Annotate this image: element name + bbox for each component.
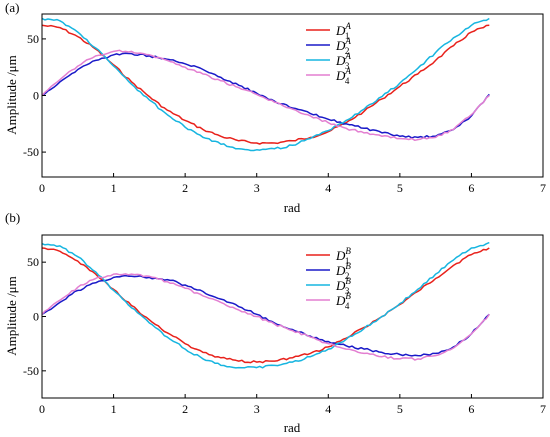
legend-label-D4B: DB 4 (335, 291, 351, 311)
x-tick-label: 2 (182, 181, 188, 195)
x-tick-label: 5 (397, 181, 403, 195)
x-tick-label: 3 (254, 181, 260, 195)
x-tick-label: 1 (111, 181, 117, 195)
legend: DB 1DB 2DB 3DB 4 (306, 246, 351, 311)
x-tick-label: 2 (182, 402, 188, 416)
series-line-D3B (41, 241, 490, 369)
x-tick-label: 6 (468, 181, 474, 195)
y-axis-label: Amplitude /μm (4, 55, 19, 135)
x-tick-label: 0 (39, 181, 45, 195)
y-axis-label: Amplitude /μm (4, 276, 19, 356)
x-tick-label: 1 (111, 402, 117, 416)
x-tick-label: 7 (540, 181, 546, 195)
series-line-D1A (41, 24, 490, 145)
x-tick-label: 3 (254, 402, 260, 416)
y-tick-label: 50 (27, 255, 39, 269)
x-tick-label: 4 (325, 181, 331, 195)
series-line-D3A (41, 17, 490, 152)
y-tick-label: -50 (23, 145, 39, 159)
legend-label-D2B: DB 2 (335, 261, 351, 281)
x-axis-label: rad (284, 200, 301, 215)
x-tick-label: 0 (39, 402, 45, 416)
y-tick-label: 0 (33, 89, 39, 103)
legend: DA 1DA 2DA 3DA 4 (306, 21, 351, 86)
panel-label: (a) (5, 0, 19, 15)
plot-frame (41, 13, 544, 178)
legend-label-D3B: DB 3 (335, 276, 351, 296)
legend-label-D3A: DA 3 (335, 51, 351, 71)
x-tick-label: 7 (540, 402, 546, 416)
y-tick-label: -50 (23, 364, 39, 378)
series-line-D1B (41, 247, 490, 364)
x-tick-label: 5 (397, 402, 403, 416)
legend-label-D2A: DA 2 (335, 36, 351, 56)
series-line-D2A (41, 52, 490, 139)
x-tick-label: 6 (468, 402, 474, 416)
legend-label-D4A: DA 4 (335, 66, 351, 86)
series-line-D4A (41, 49, 490, 142)
y-tick-label: 50 (27, 32, 39, 46)
x-axis-label: rad (284, 420, 301, 435)
x-tick-label: 4 (325, 402, 331, 416)
legend-label-D1B: DB 1 (335, 246, 351, 266)
series-line-D2B (41, 274, 490, 357)
series-line-D4B (41, 273, 490, 361)
legend-label-D1A: DA 1 (335, 21, 351, 41)
plot-frame (41, 234, 544, 399)
panel-label: (b) (5, 210, 20, 225)
y-tick-label: 0 (33, 310, 39, 324)
